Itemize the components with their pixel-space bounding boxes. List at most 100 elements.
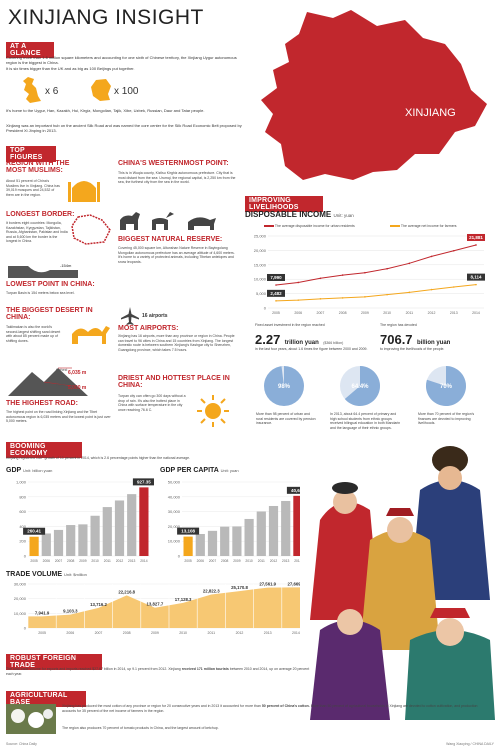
bar [139, 487, 149, 556]
data-point [408, 262, 411, 265]
road-lowest-label: lowest [56, 383, 66, 387]
data-label: 22,216.8 [118, 589, 135, 594]
bar [183, 536, 193, 556]
agri-text-1: Xinjiang has produced the most cotton of… [62, 704, 478, 713]
data-label-box [177, 527, 200, 535]
stat2-value: 706.7 billion yuan [380, 332, 451, 347]
data-label-box [467, 273, 485, 281]
y-tick-label: 1,000 [16, 480, 27, 485]
data-label: 13,716.2 [90, 602, 107, 607]
reserve-text: Covering 45,000 square km, Altunshan Nat… [118, 246, 235, 264]
data-label: 927.35 [137, 479, 151, 484]
gdp-pc-title: GDP PER CAPITA Unit: yuan [160, 467, 239, 474]
y-tick-label: 200 [19, 539, 26, 544]
x-tick-label: 2006 [197, 559, 205, 563]
ethnic-people-photo [300, 430, 500, 720]
series-line [275, 244, 477, 286]
stat2-intro: The region has devoted [380, 323, 417, 327]
pie-bilingual: 64.4% [340, 366, 380, 406]
data-point [341, 297, 344, 299]
y-tick-label: 0 [24, 554, 27, 559]
data-label: 25,170.8 [231, 585, 248, 590]
data-label: 13,827.7 [147, 602, 164, 607]
y-tick-label: 400 [19, 524, 26, 529]
reserve-heading: BIGGEST NATURAL RESERVE: [118, 236, 223, 243]
x-tick-label: 2006 [66, 631, 74, 635]
glance-text-1: Covering more than 1.6 million square ki… [6, 55, 237, 65]
data-point [452, 249, 455, 252]
basin-icon [8, 266, 78, 278]
income-unit: Unit: yuan [333, 213, 354, 218]
y-tick-label: 10,000 [14, 611, 27, 616]
road-heading: THE HIGHEST ROAD: [6, 400, 78, 407]
data-point [297, 281, 300, 284]
x-tick-label: 2008 [67, 559, 75, 563]
x-tick-label: 2014 [140, 559, 148, 563]
x-tick-label: 2010 [91, 559, 99, 563]
camel-icon [72, 326, 110, 344]
dry-heading: DRIEST AND HOTTEST PLACE IN CHINA: [118, 375, 230, 389]
y-tick-label: 5,000 [256, 291, 267, 296]
x-tick-label: 2007 [95, 631, 103, 635]
data-point [364, 296, 366, 298]
y-tick-label: 20,000 [14, 596, 27, 601]
x-tick-label: 2010 [245, 559, 253, 563]
x-tick-label: 2012 [428, 311, 436, 315]
animals-icon [120, 212, 216, 230]
x-tick-label: 2008 [339, 311, 347, 315]
svg-text:64.4%: 64.4% [351, 384, 369, 390]
bar [114, 500, 125, 556]
x-tick-label: 2012 [236, 631, 244, 635]
data-label: 260.41 [27, 529, 41, 534]
bar [41, 533, 51, 556]
data-label: 13,108 [181, 529, 195, 534]
income-line-chart: 0 5,000 10,000 15,000 20,000 25,000 2005 2006 20… [254, 234, 485, 315]
bar [127, 494, 137, 556]
x-tick-label: 2012 [270, 559, 278, 563]
basin-depth-label: -154m [60, 263, 72, 268]
data-label: 7,990 [267, 273, 285, 281]
bar [220, 526, 230, 556]
x-tick-label: 2011 [406, 311, 414, 315]
x-tick-label: 2005 [30, 559, 38, 563]
foreign-text: The total trade volume for exports and i… [6, 667, 310, 676]
x-tick-label: 2014 [294, 559, 302, 563]
x-tick-label: 2013 [282, 559, 290, 563]
x-tick-label: 2010 [179, 631, 187, 635]
section-header-agri: AGRICULTURAL BASE [6, 691, 86, 707]
data-label-box [132, 478, 154, 486]
x-tick-label: 2011 [104, 559, 111, 563]
y-tick-label: 25,000 [254, 234, 267, 239]
mountain-road-icon [8, 367, 88, 396]
svg-text:98%: 98% [278, 384, 291, 390]
road-lowest-value: 5,000 m [68, 385, 87, 391]
legend-urban: The average disposable income for urban … [264, 224, 355, 228]
data-point [452, 286, 455, 288]
data-label-text: 7,990 [270, 275, 282, 280]
y-tick-label: 0 [264, 306, 267, 311]
muslims-text: About 51 percent of China's Muslims live… [6, 179, 60, 197]
x-tick-label: 2006 [43, 559, 51, 563]
x-tick-label: 2008 [221, 559, 229, 563]
bar [29, 536, 39, 556]
income-title: DISPOSABLE INCOME Unit: yuan [245, 210, 354, 219]
bar [281, 500, 291, 556]
x-tick-label: 2007 [317, 311, 325, 315]
data-point [275, 300, 277, 302]
y-tick-label: 10,000 [254, 277, 267, 282]
economy-intro: Xinjiang registered GDP growth of 10 per… [6, 456, 190, 460]
data-label: 9,103.3 [63, 609, 78, 614]
data-point [297, 299, 300, 301]
glance-text-4: Xinjiang was an important hub on the anc… [6, 123, 242, 133]
sun-icon [197, 395, 229, 427]
x-tick-label: 2006 [294, 311, 302, 315]
page-title: XINJIANG INSIGHT [8, 6, 204, 29]
uk-shape-icon [23, 77, 41, 103]
x-tick-label: 2005 [184, 559, 192, 563]
gdp-title: GDP Unit: billion yuan [6, 467, 53, 474]
cotton-photo [6, 704, 56, 734]
muslims-heading: REGION WITH THE MOST MUSLIMS: [6, 160, 70, 174]
data-point [475, 283, 477, 286]
data-label-box [267, 273, 285, 281]
y-tick-label: 20,000 [168, 524, 181, 529]
